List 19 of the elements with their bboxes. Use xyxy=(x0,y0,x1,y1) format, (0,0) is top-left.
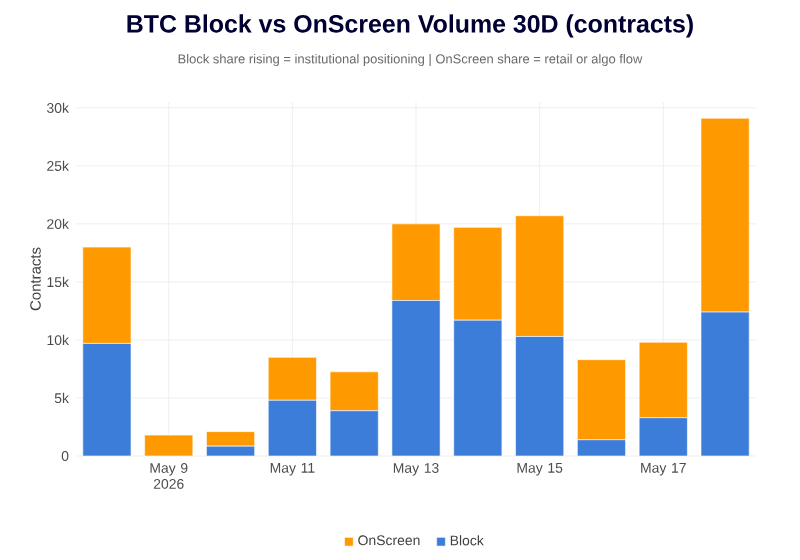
chart-title: BTC Block vs OnScreen Volume 30D (contracts) xyxy=(127,14,693,38)
bar xyxy=(329,371,379,412)
bar xyxy=(639,417,688,456)
bar xyxy=(82,246,132,344)
bar xyxy=(638,341,688,418)
bar xyxy=(391,300,441,456)
bar xyxy=(453,227,503,321)
bar xyxy=(577,359,626,441)
bar xyxy=(577,439,626,456)
bar xyxy=(700,117,750,313)
bar xyxy=(453,320,502,456)
bar xyxy=(82,343,132,456)
bar xyxy=(268,400,317,456)
bar xyxy=(391,223,441,301)
bar xyxy=(267,357,317,401)
bar xyxy=(700,311,750,456)
bar xyxy=(515,215,565,337)
bar xyxy=(330,410,379,456)
bar xyxy=(515,336,564,456)
